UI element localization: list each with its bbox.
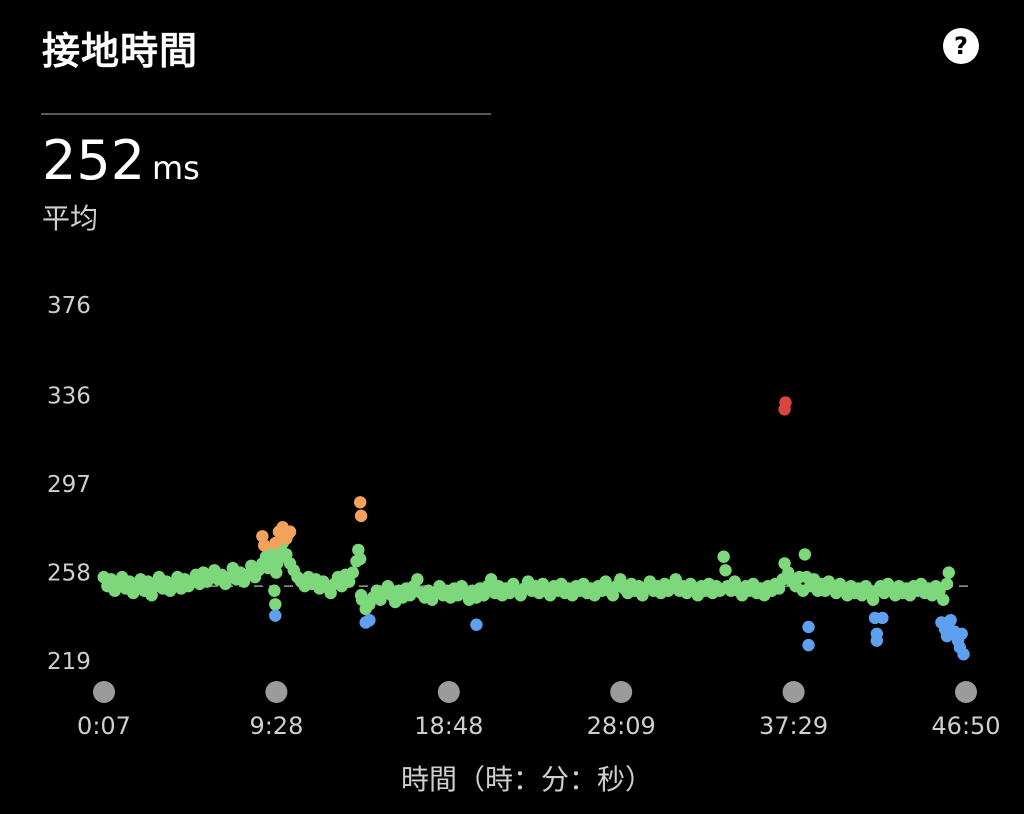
orange-data-point <box>258 539 271 552</box>
green-data-point <box>353 552 367 566</box>
divider <box>41 113 491 115</box>
blue-data-point <box>269 609 282 622</box>
x-axis-label: 時間（時：分：秒） <box>400 763 653 796</box>
green-data-point <box>942 566 955 579</box>
average-unit: ms <box>152 149 200 187</box>
green-data-point <box>717 550 730 563</box>
x-tick-label: 28:09 <box>587 712 656 740</box>
blue-data-point <box>363 613 376 627</box>
green-data-point <box>940 577 954 591</box>
green-data-point <box>719 564 732 577</box>
x-axis-marker[interactable] <box>610 681 633 703</box>
x-axis-marker[interactable] <box>93 681 115 703</box>
green-data-point <box>268 584 281 597</box>
x-tick-label: 9:28 <box>249 712 303 740</box>
x-tick-label: 18:48 <box>414 712 483 740</box>
x-axis-markers[interactable] <box>93 681 977 703</box>
green-data-point <box>937 593 950 606</box>
y-tick-label: 336 <box>47 384 91 410</box>
blue-data-point <box>802 638 815 652</box>
blue-data-point <box>470 618 483 631</box>
orange-data-point <box>353 496 367 509</box>
y-axis: 376 336 297 258 219 <box>47 293 91 675</box>
help-icon: ? <box>954 32 968 60</box>
green-data-point <box>269 598 282 611</box>
green-data-point <box>411 573 424 586</box>
x-tick-label: 0:07 <box>77 712 131 740</box>
x-tick-label: 37:29 <box>759 712 828 740</box>
x-axis-marker[interactable] <box>955 681 977 703</box>
y-tick-label: 219 <box>47 649 91 675</box>
blue-data-point <box>876 611 889 625</box>
x-axis: 0:07 9:28 18:48 28:09 37:29 46:50 <box>77 712 1001 740</box>
x-axis-marker[interactable] <box>437 681 460 703</box>
average-label: 平均 <box>42 202 99 235</box>
average-value: 252 <box>42 129 146 192</box>
y-tick-label: 376 <box>47 293 91 319</box>
green-data-point <box>270 566 283 579</box>
blue-data-point <box>955 627 968 640</box>
blue-data-point <box>870 627 884 640</box>
green-data-point <box>346 566 359 579</box>
orange-data-point <box>269 536 282 550</box>
red-data-point <box>779 396 792 409</box>
green-data-point <box>798 548 812 561</box>
y-tick-label: 258 <box>47 561 91 587</box>
orange-data-point <box>354 509 368 523</box>
blue-data-point <box>957 647 970 661</box>
y-tick-label: 297 <box>47 472 91 498</box>
help-button[interactable]: ? <box>943 28 979 64</box>
orange-data-point <box>283 525 297 538</box>
data-points <box>97 396 970 661</box>
x-axis-marker[interactable] <box>782 681 805 703</box>
page-title: 接地時間 <box>42 29 199 73</box>
x-tick-label: 46:50 <box>931 712 1000 740</box>
blue-data-point <box>944 613 957 627</box>
x-axis-marker[interactable] <box>265 681 288 703</box>
blue-data-point <box>802 620 815 634</box>
